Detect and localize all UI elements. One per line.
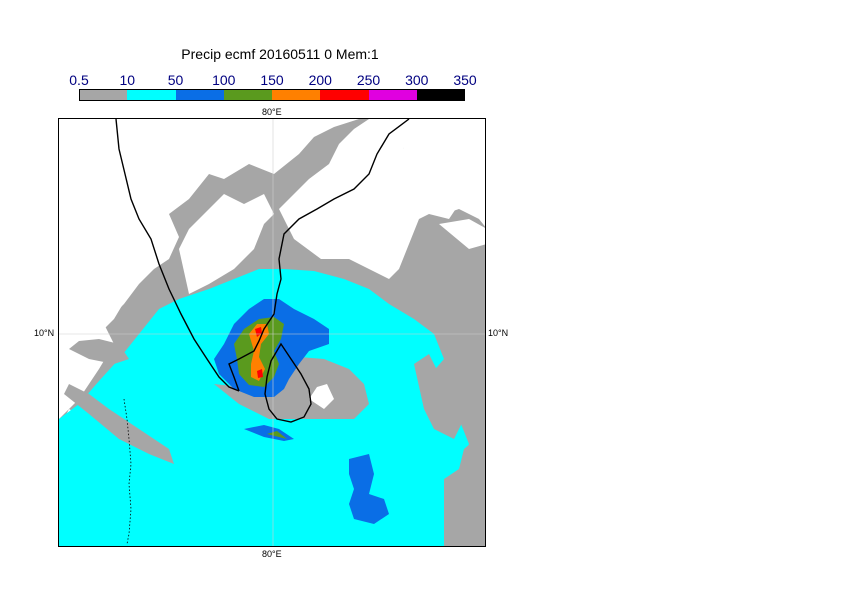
lon-label-bottom: 80°E: [262, 549, 282, 559]
legend-tick-label: 300: [405, 72, 429, 88]
map-canvas: [59, 119, 485, 546]
legend-swatch-10: [127, 89, 176, 101]
legend-tick-label: 100: [212, 72, 236, 88]
legend-tick-label: 350: [453, 72, 477, 88]
legend-tick-label: 200: [308, 72, 332, 88]
legend-tick-label: 10: [119, 72, 136, 88]
legend-swatch-250: [368, 89, 417, 101]
legend-tick-label: 250: [356, 72, 381, 88]
legend-swatch-150: [272, 89, 321, 101]
color-legend: 0.5 10 50 100 150 200 250 300 350: [0, 0, 842, 110]
legend-swatch-300: [416, 89, 465, 101]
coastline-sri-lanka: [264, 342, 312, 423]
chart-title: Precip ecmf 20160511 0 Mem:1: [181, 46, 379, 62]
coastline-india-west: [115, 119, 240, 392]
coastline-india-east: [228, 119, 410, 392]
legend-tick-label: 50: [167, 72, 184, 88]
legend-tick-label: 150: [260, 72, 284, 88]
legend-swatch-0.5: [79, 89, 128, 101]
lon-label-top: 80°E: [262, 107, 282, 117]
precip-band-150: [249, 324, 269, 381]
legend-swatch-50: [175, 89, 224, 101]
legend-swatch-200: [320, 89, 369, 101]
precip-band-200: [255, 327, 262, 337]
lat-label-right: 10°N: [488, 328, 509, 338]
precipitation-map: [58, 118, 486, 547]
legend-tick-label: 0.5: [69, 72, 89, 88]
lat-label-left: 10°N: [34, 328, 55, 338]
legend-swatch-100: [223, 89, 272, 101]
